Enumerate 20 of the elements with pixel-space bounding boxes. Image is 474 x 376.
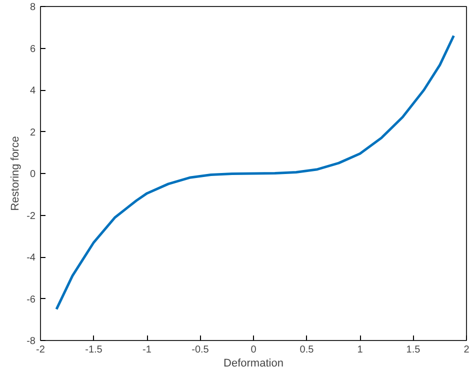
x-tick-label: 1.5: [406, 344, 421, 356]
y-axis-title: Restoring force: [10, 136, 22, 211]
y-tick-label: -4: [26, 252, 36, 264]
y-tick-label: 2: [30, 127, 36, 138]
y-tick-label: 6: [30, 44, 36, 55]
x-tick-label: 1: [357, 344, 364, 356]
y-tick-label: -6: [26, 294, 36, 306]
x-tick-label: -0.5: [192, 344, 210, 356]
x-tick-label: 0.5: [300, 344, 314, 356]
x-tick-label: -1.5: [85, 344, 103, 356]
line-series: [55, 34, 455, 310]
x-tick-label: -1: [142, 344, 152, 356]
x-axis-title: Deformation: [224, 358, 284, 370]
y-tick-label: -2: [26, 210, 36, 222]
x-tick-label: 0: [250, 344, 257, 356]
y-tick-label: -8: [26, 336, 36, 347]
x-tick-label: 2: [464, 344, 470, 356]
y-tick-label: 0: [30, 169, 36, 180]
y-tick-label: 4: [30, 86, 36, 96]
y-tick-label: 8: [30, 2, 36, 13]
